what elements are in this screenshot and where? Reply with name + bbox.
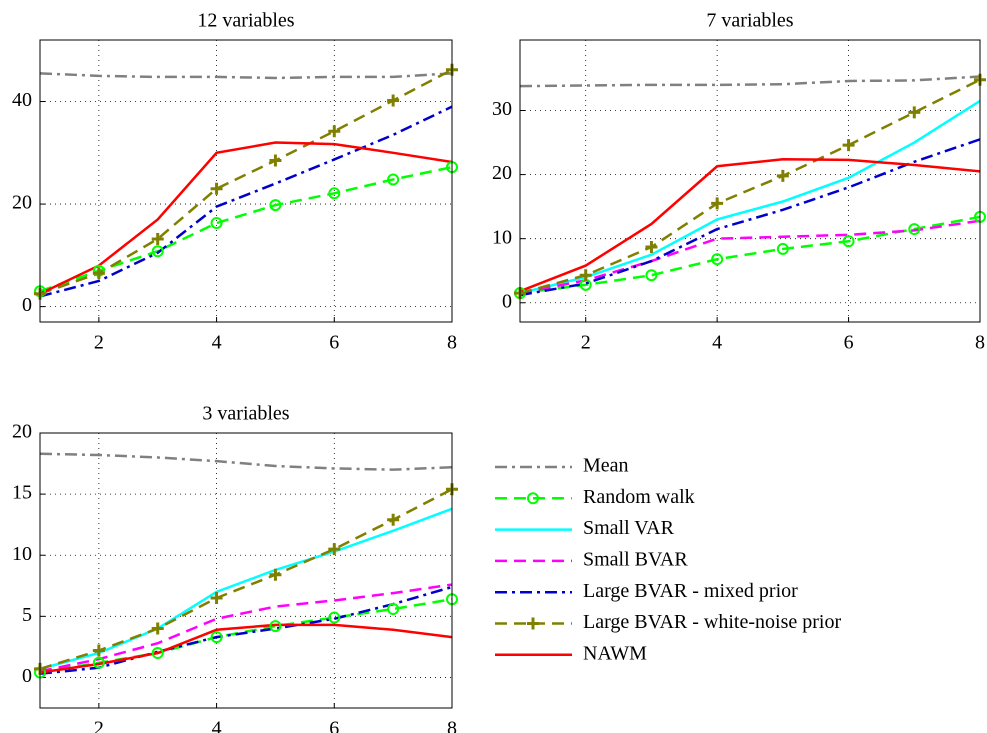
marker (711, 253, 724, 266)
x-tick-label: 6 (329, 332, 339, 354)
series-line (520, 78, 980, 295)
marker (387, 603, 400, 615)
marker (210, 182, 223, 195)
legend-label: Small BVAR (583, 548, 688, 570)
marker (151, 647, 164, 659)
marker (527, 617, 539, 630)
x-tick-label: 6 (844, 332, 854, 354)
plot-frame (39, 39, 453, 323)
series-line (520, 99, 980, 295)
marker (269, 620, 282, 633)
marker (387, 173, 400, 186)
series-line (40, 452, 452, 471)
marker (842, 235, 855, 248)
marker (328, 611, 341, 624)
series-line (40, 105, 452, 298)
y-tick-label: 0 (502, 290, 512, 312)
marker (151, 232, 164, 245)
legend-label: Small VAR (583, 517, 675, 539)
marker (151, 622, 164, 635)
series-line (520, 138, 980, 297)
series-line (40, 507, 452, 671)
y-tick-label: 20 (492, 162, 512, 184)
marker (645, 269, 658, 282)
series-line (520, 75, 980, 88)
plot-area (40, 68, 452, 298)
marker (92, 267, 105, 280)
y-tick-label: 0 (22, 294, 32, 316)
marker (387, 513, 400, 526)
marker (269, 154, 282, 167)
series-line (40, 597, 452, 674)
series-line (40, 68, 452, 295)
plot-frame (519, 39, 981, 323)
series-line (40, 623, 452, 674)
series-line (40, 488, 452, 671)
marker (92, 656, 105, 669)
plot-area (520, 75, 980, 297)
y-tick-label: 30 (492, 98, 512, 120)
series-line (520, 219, 980, 295)
series-line (520, 157, 980, 293)
x-tick-label: 8 (975, 332, 985, 354)
marker (210, 217, 223, 230)
legend-label: Large BVAR - white-noise prior (583, 611, 841, 633)
marker (908, 223, 921, 236)
y-tick-label: 10 (12, 543, 32, 565)
marker (328, 543, 341, 556)
x-tick-label: 6 (329, 718, 339, 733)
marker (908, 106, 921, 119)
marker (842, 139, 855, 152)
plot-frame (39, 432, 453, 709)
x-tick-label: 2 (94, 718, 104, 733)
marker (92, 644, 105, 657)
y-tick-label: 0 (22, 665, 32, 687)
x-tick-label: 8 (447, 332, 457, 354)
y-tick-label: 40 (12, 89, 32, 111)
legend-label: NAWM (583, 642, 647, 664)
legend-label: Mean (583, 455, 629, 477)
legend-label: Random walk (583, 486, 695, 508)
chart-title: 7 variables (706, 10, 793, 32)
y-tick-label: 20 (12, 421, 32, 443)
x-tick-label: 4 (212, 332, 222, 354)
series-line (40, 583, 452, 673)
marker (527, 492, 539, 505)
marker (645, 241, 658, 254)
x-tick-label: 4 (212, 718, 222, 733)
marker (269, 568, 282, 581)
x-tick-label: 2 (94, 332, 104, 354)
x-tick-label: 8 (447, 718, 457, 733)
chart-title: 12 variables (197, 10, 294, 32)
marker (776, 169, 789, 182)
x-tick-label: 4 (712, 332, 722, 354)
marker (151, 245, 164, 258)
chart-title: 3 variables (202, 403, 289, 425)
y-tick-label: 15 (12, 482, 32, 504)
marker (328, 125, 341, 138)
series-line (40, 585, 452, 676)
marker (328, 187, 341, 200)
series-line (40, 141, 452, 295)
y-tick-label: 5 (22, 604, 32, 626)
marker (387, 94, 400, 107)
y-tick-label: 10 (492, 226, 512, 248)
marker (210, 592, 223, 604)
marker (269, 199, 282, 212)
y-tick-label: 20 (12, 192, 32, 214)
marker (711, 197, 724, 210)
marker (579, 269, 592, 282)
legend-label: Large BVAR - mixed prior (583, 580, 798, 602)
marker (776, 242, 789, 255)
plot-area (40, 452, 452, 676)
marker (210, 631, 223, 644)
series-line (40, 165, 452, 293)
series-line (40, 72, 452, 80)
x-tick-label: 2 (581, 332, 591, 354)
